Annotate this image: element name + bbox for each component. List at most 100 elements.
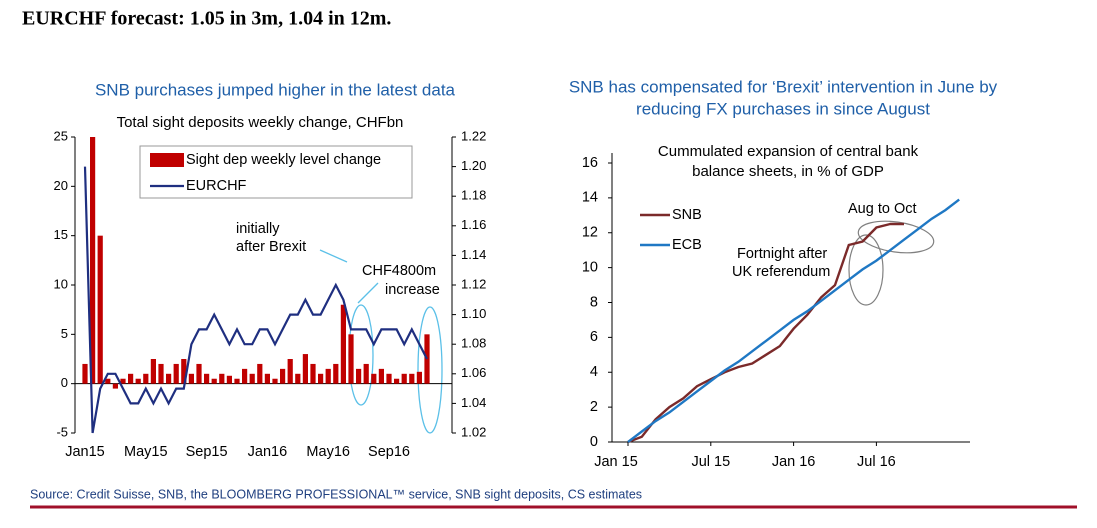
highlight-ellipse — [848, 234, 884, 306]
bar — [82, 363, 88, 384]
y-tick-label: 25 — [54, 128, 68, 143]
highlight-ellipse — [857, 220, 935, 254]
y-tick-label: 0 — [61, 375, 68, 390]
bar — [264, 373, 270, 384]
y2-tick-label: 1.14 — [461, 247, 486, 262]
bar — [401, 373, 407, 384]
bar — [325, 368, 331, 384]
bar — [135, 378, 141, 384]
bar — [105, 378, 111, 384]
bar — [310, 363, 316, 384]
y-tick-label: 4 — [590, 364, 598, 380]
bar — [378, 368, 384, 384]
legend-label: Sight dep weekly level change — [186, 152, 381, 168]
line — [627, 198, 960, 443]
y2-tick-label: 1.22 — [461, 128, 486, 143]
bar — [166, 373, 172, 384]
y-tick-label: 20 — [54, 178, 68, 193]
y-tick-label: 14 — [582, 190, 598, 206]
y-tick-label: 15 — [54, 227, 68, 242]
leader-line — [357, 282, 379, 304]
bar — [143, 373, 149, 384]
bar — [204, 373, 210, 384]
bar — [280, 368, 286, 384]
bar — [242, 368, 248, 384]
bar — [318, 373, 324, 384]
chart-subtitle: Cummulated expansion of central bank — [658, 143, 919, 160]
y-tick-label: 2 — [590, 399, 598, 415]
y2-tick-label: 1.16 — [461, 217, 486, 232]
bar — [302, 354, 308, 384]
y-tick-label: 10 — [54, 276, 68, 291]
y-tick-label: 6 — [590, 329, 598, 345]
x-tick-label: Sep16 — [368, 444, 410, 460]
bar — [128, 373, 134, 384]
x-tick-label: Sep15 — [186, 444, 228, 460]
bar — [340, 304, 346, 384]
annotation: Aug to Oct — [848, 201, 917, 217]
annotation: UK referendum — [732, 264, 830, 280]
y-tick-label: 10 — [582, 259, 598, 275]
annotation: after Brexit — [236, 239, 306, 255]
bar — [363, 363, 369, 384]
bar — [394, 378, 400, 384]
line — [83, 166, 428, 434]
leader-line — [319, 249, 348, 263]
y-tick-label: 5 — [61, 326, 68, 341]
legend-label: ECB — [672, 237, 702, 253]
bar — [249, 373, 255, 384]
x-tick-label: Jul 16 — [857, 454, 896, 470]
bar — [287, 359, 293, 384]
y2-tick-label: 1.04 — [461, 395, 486, 410]
legend-label: EURCHF — [186, 178, 247, 194]
line — [627, 222, 904, 444]
chart-title: reducing FX purchases in since August — [636, 99, 930, 118]
bar — [219, 373, 225, 384]
y2-tick-label: 1.10 — [461, 306, 486, 321]
bar — [97, 235, 103, 384]
bar — [112, 383, 118, 389]
y-tick-label: 12 — [582, 225, 598, 241]
bar — [386, 373, 392, 384]
y-tick-label: -5 — [56, 424, 68, 439]
bar — [295, 373, 301, 384]
bar — [188, 373, 194, 384]
bar — [173, 363, 179, 384]
bar — [356, 368, 362, 384]
bar — [371, 373, 377, 384]
y2-tick-label: 1.12 — [461, 276, 486, 291]
bar — [120, 378, 126, 384]
highlight-ellipse — [417, 306, 443, 434]
bar — [211, 378, 217, 384]
bar — [416, 371, 422, 384]
annotation: initially — [236, 221, 280, 237]
x-tick-label: Jan16 — [248, 444, 288, 460]
bar — [234, 378, 240, 384]
bar — [348, 334, 354, 384]
y2-tick-label: 1.20 — [461, 158, 486, 173]
legend-box — [139, 145, 413, 199]
bar — [181, 359, 187, 384]
highlight-ellipses-2 — [848, 220, 935, 306]
y2-tick-label: 1.18 — [461, 188, 486, 203]
chart-subtitle: Total sight deposits weekly change, CHFb… — [117, 114, 404, 131]
source: Source: Credit Suisse, SNB, the BLOOMBER… — [30, 487, 642, 501]
x-tick-label: May16 — [306, 444, 350, 460]
bar — [150, 359, 156, 384]
legend-label: SNB — [672, 207, 702, 223]
chart-title: SNB purchases jumped higher in the lates… — [95, 80, 456, 99]
annotation: Fortnight after — [737, 246, 827, 262]
bar — [226, 375, 232, 384]
annotation: increase — [385, 282, 440, 298]
chart-subtitle: balance sheets, in % of GDP — [692, 163, 884, 180]
y-tick-label: 16 — [582, 155, 598, 171]
y2-tick-label: 1.06 — [461, 365, 486, 380]
bar — [257, 363, 263, 384]
x-tick-label: Jan 15 — [594, 454, 638, 470]
bar — [90, 137, 96, 384]
chart-title: SNB has compensated for ‘Brexit’ interve… — [569, 77, 998, 96]
annotation: CHF4800m — [362, 263, 436, 279]
y-tick-label: 0 — [590, 434, 598, 450]
y2-tick-label: 1.08 — [461, 336, 486, 351]
